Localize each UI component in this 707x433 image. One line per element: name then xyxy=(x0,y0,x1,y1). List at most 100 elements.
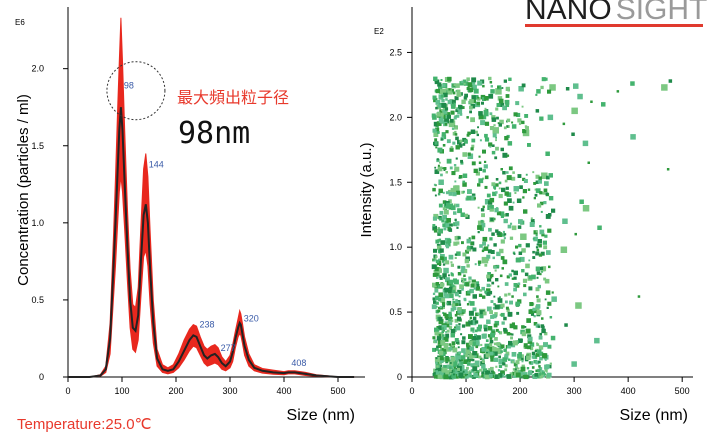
scatter-point xyxy=(508,77,512,81)
scatter-point xyxy=(443,169,446,171)
scatter-point xyxy=(514,369,519,375)
scatter-point xyxy=(489,339,494,344)
scatter-point xyxy=(514,192,517,194)
scatter-point xyxy=(518,122,522,125)
scatter-point xyxy=(597,225,602,230)
scatter-point xyxy=(525,126,529,130)
scatter-point xyxy=(434,194,437,197)
scatter-point xyxy=(454,279,459,285)
scatter-point xyxy=(546,372,552,378)
scatter-point xyxy=(534,193,538,197)
scatter-point xyxy=(438,179,444,185)
scatter-point xyxy=(434,288,439,293)
scatter-point xyxy=(440,282,445,287)
scatter-point xyxy=(448,203,454,208)
scatter-point xyxy=(492,191,497,197)
scatter-point xyxy=(488,274,493,279)
scatter-point xyxy=(471,77,477,83)
scatter-point xyxy=(518,352,522,356)
scatter-point xyxy=(478,355,482,359)
scatter-point xyxy=(461,324,466,328)
scatter-point xyxy=(528,309,534,314)
scatter-point xyxy=(433,76,438,81)
scatter-point xyxy=(454,185,460,191)
scatter-point xyxy=(514,368,517,371)
scatter-point xyxy=(508,273,512,277)
scatter-point xyxy=(476,326,482,332)
scatter-point xyxy=(470,117,475,123)
scatter-point xyxy=(437,227,440,230)
scatter-point xyxy=(478,178,484,184)
scatter-point xyxy=(451,127,455,130)
x-tick-label: 200 xyxy=(513,386,528,396)
scatter-point xyxy=(582,140,589,147)
y-tick-label: 2.0 xyxy=(31,64,44,74)
scatter-point xyxy=(459,139,463,143)
scatter-point xyxy=(452,141,456,145)
scatter-point xyxy=(443,365,447,369)
scatter-point xyxy=(533,197,536,200)
scatter-point xyxy=(433,341,435,343)
scatter-point xyxy=(485,353,490,358)
scatter-point xyxy=(439,305,442,309)
scatter-point xyxy=(442,215,447,220)
x-tick-label: 400 xyxy=(621,386,636,396)
scatter-point xyxy=(436,121,442,126)
scatter-point xyxy=(522,189,527,194)
scatter-point xyxy=(433,374,438,379)
scatter-point xyxy=(483,324,488,329)
scatter-point xyxy=(549,362,552,365)
scatter-point xyxy=(455,145,460,150)
scatter-point xyxy=(493,243,497,247)
scatter-point xyxy=(438,238,442,241)
scatter-point xyxy=(498,358,504,365)
scatter-point xyxy=(545,214,551,219)
scatter-point xyxy=(459,113,463,116)
scatter-point xyxy=(515,101,520,106)
scatter-point xyxy=(484,175,489,180)
scatter-point xyxy=(513,362,518,367)
scatter-point xyxy=(501,321,505,325)
scatter-point xyxy=(486,254,491,259)
scatter-point xyxy=(486,283,490,288)
y-tick-label: 0 xyxy=(397,372,402,382)
scatter-point xyxy=(515,245,519,249)
scatter-point xyxy=(448,289,452,293)
scatter-point xyxy=(476,284,480,287)
scatter-point xyxy=(527,334,532,339)
scatter-point xyxy=(542,371,546,375)
scatter-point xyxy=(448,189,451,193)
scatter-point xyxy=(486,274,490,279)
scatter-point xyxy=(534,188,537,191)
scatter-point xyxy=(535,304,541,309)
scatter-point xyxy=(449,147,454,152)
scatter-point xyxy=(505,103,510,107)
scatter-point xyxy=(513,283,518,287)
scatter-point xyxy=(460,333,463,336)
scatter-point xyxy=(519,338,523,342)
scatter-point xyxy=(462,252,467,257)
y-exponent-label: E6 xyxy=(15,18,25,27)
scatter-point xyxy=(460,355,465,360)
scatter-point xyxy=(537,349,542,354)
scatter-point xyxy=(468,237,471,240)
scatter-point xyxy=(466,264,470,268)
scatter-point xyxy=(477,312,480,315)
scatter-point xyxy=(454,326,457,329)
scatter-point xyxy=(493,303,496,306)
scatter-point xyxy=(446,218,451,223)
scatter-point xyxy=(502,171,506,175)
scatter-point xyxy=(486,346,490,349)
scatter-point xyxy=(486,319,491,324)
scatter-point xyxy=(435,357,438,360)
scatter-point xyxy=(451,373,456,379)
scatter-point xyxy=(432,282,437,288)
scatter-point xyxy=(455,324,458,327)
scatter-point xyxy=(539,229,545,235)
scatter-point xyxy=(434,327,439,333)
scatter-point xyxy=(478,324,482,329)
scatter-point xyxy=(511,333,514,336)
scatter-point xyxy=(482,311,487,316)
scatter-point xyxy=(497,369,501,372)
mean-distribution-line xyxy=(68,107,355,378)
